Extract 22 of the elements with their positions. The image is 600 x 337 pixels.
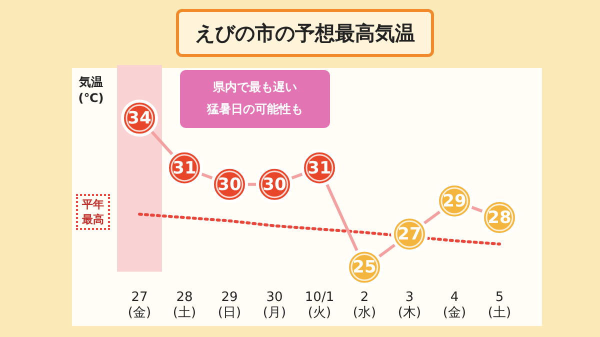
x-tick-label: 4 (金)	[442, 290, 466, 321]
x-tick-label: 10/1 (火)	[304, 290, 334, 321]
data-label: 31	[308, 158, 332, 178]
x-tick-label: 2 (水)	[352, 290, 376, 321]
x-tick-label: 30 (月)	[262, 290, 286, 321]
x-tick-label: 5 (土)	[488, 290, 512, 321]
x-tick-label: 28 (土)	[172, 290, 196, 321]
data-label: 27	[398, 224, 422, 245]
data-label: 34	[128, 108, 152, 129]
data-label: 28	[488, 208, 512, 228]
x-tick-label: 29 (日)	[218, 290, 242, 321]
x-tick-label: 27 (金)	[128, 290, 152, 321]
data-label: 25	[352, 258, 376, 278]
data-label: 30	[218, 174, 242, 195]
callout-box: 県内で最も遅い 猛暑日の可能性も	[180, 70, 330, 128]
y-axis-title: 気温(℃)	[77, 74, 105, 106]
text: 平年最高	[76, 194, 110, 230]
data-label: 31	[172, 158, 196, 178]
chart-title: えびの市の予想最高気温	[176, 9, 434, 57]
data-label: 29	[442, 191, 466, 212]
x-tick-label: 3 (木)	[398, 290, 422, 321]
data-label: 30	[262, 174, 286, 195]
